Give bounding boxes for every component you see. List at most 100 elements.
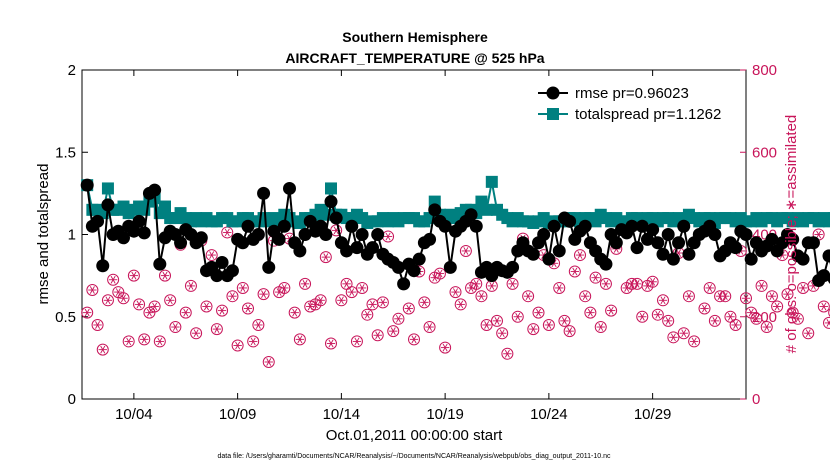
- rmse-point: [80, 178, 94, 192]
- rmse-point: [656, 247, 670, 261]
- rmse-point: [117, 231, 130, 245]
- obs-count-point: [226, 290, 239, 303]
- obs-count-point: [179, 306, 192, 319]
- obs-count-point: [319, 251, 332, 264]
- obs-count-point: [138, 333, 151, 346]
- obs-count-point: [651, 308, 664, 321]
- obs-count-point: [698, 302, 711, 315]
- rmse-point: [153, 257, 167, 271]
- obs-count-point: [345, 286, 358, 299]
- obs-count-point: [262, 355, 275, 368]
- obs-count-point: [802, 327, 815, 340]
- obs-count-point: [527, 323, 540, 336]
- rmse-point: [345, 219, 359, 233]
- y-axis-left-label: rmse and totalspread: [35, 164, 52, 305]
- rmse-point: [640, 232, 654, 246]
- footnote: data file: /Users/gharamti/Documents/NCA…: [217, 453, 611, 460]
- rmse-point: [251, 228, 265, 241]
- obs-count-point: [257, 288, 270, 301]
- chart-title: Southern Hemisphere: [342, 29, 488, 45]
- x-tick-label: 10/09: [219, 406, 257, 423]
- rmse-point: [174, 236, 188, 250]
- obs-count-point: [216, 304, 229, 317]
- rmse-point: [817, 269, 830, 283]
- y-left-tick-label: 0: [68, 391, 76, 408]
- rmse-point: [796, 252, 810, 266]
- obs-count-point: [159, 269, 171, 282]
- rmse-point: [210, 269, 224, 283]
- rmse-point: [236, 236, 250, 250]
- x-tick-label: 10/19: [426, 406, 464, 423]
- obs-count-point: [184, 279, 197, 292]
- obs-count-point: [719, 290, 732, 303]
- obs-count-point: [765, 290, 778, 303]
- obs-count-point: [594, 321, 607, 334]
- obs-count-point: [402, 302, 415, 315]
- x-tick-label: 10/14: [323, 406, 361, 423]
- rmse-point: [355, 228, 369, 241]
- rmse-point: [293, 244, 307, 258]
- rmse-point: [651, 236, 665, 250]
- y-left-tick-label: 2: [68, 62, 76, 79]
- obs-count-point: [599, 277, 612, 290]
- obs-count-point: [496, 327, 509, 340]
- rmse-point: [194, 231, 208, 245]
- obs-count-point: [677, 327, 690, 340]
- obs-count-point: [81, 306, 94, 319]
- obs-count-point: [148, 300, 161, 313]
- rmse-point: [609, 236, 623, 250]
- rmse-point: [283, 181, 296, 195]
- rmse-point: [563, 214, 577, 228]
- rmse-point: [542, 252, 556, 266]
- obs-count-point: [506, 277, 519, 290]
- obs-count-point: [589, 271, 602, 284]
- obs-count-point: [221, 226, 234, 239]
- rmse-point: [469, 219, 483, 233]
- y-axis-right-label: # of obs: o=possible; ∗=assimilated: [783, 115, 800, 354]
- obs-count-point: [454, 298, 467, 311]
- rmse-point: [407, 264, 421, 278]
- rmse-point: [366, 241, 379, 255]
- totalspread-point: [485, 175, 498, 188]
- obs-count-point: [636, 310, 649, 323]
- rmse-point: [682, 247, 696, 261]
- obs-count-point: [750, 312, 763, 325]
- rmse-point: [397, 277, 411, 291]
- obs-count-point: [117, 292, 130, 305]
- obs-count-point: [231, 339, 244, 352]
- obs-count-point: [558, 314, 571, 327]
- obs-count-point: [408, 333, 420, 346]
- obs-count-point: [688, 335, 701, 348]
- obs-count-point: [210, 323, 223, 336]
- obs-count-point: [439, 341, 452, 354]
- obs-count-point: [522, 290, 535, 303]
- obs-count-point: [682, 290, 695, 303]
- rmse-point: [744, 252, 758, 266]
- rmse-point: [225, 264, 239, 278]
- rmse-point: [298, 228, 312, 241]
- rmse-point: [827, 273, 830, 284]
- rmse-point: [423, 232, 437, 246]
- rmse-point: [428, 203, 442, 217]
- rmse-point: [391, 260, 405, 274]
- obs-count-point: [740, 292, 752, 305]
- rmse-point: [319, 228, 333, 241]
- totalspread-point: [159, 200, 171, 213]
- y-right-tick-label: 600: [752, 144, 777, 161]
- totalspread-series: [81, 175, 830, 229]
- obs-count-point: [579, 290, 592, 303]
- obs-count-point: [724, 310, 737, 323]
- x-axis: 10/04 10/09 10/14 10/19 10/24 10/29: [115, 70, 671, 423]
- obs-count-point: [491, 314, 503, 327]
- obs-count-point: [200, 300, 213, 313]
- x-tick-label: 10/24: [530, 406, 568, 423]
- rmse-point: [371, 228, 385, 241]
- obs-count-point: [127, 269, 140, 282]
- obs-count-point: [340, 277, 353, 290]
- rmse-point: [729, 241, 743, 255]
- obs-count-point: [449, 286, 462, 299]
- rmse-point: [666, 252, 680, 266]
- obs-count-point: [356, 281, 369, 294]
- rmse-point: [303, 214, 317, 228]
- obs-count-point: [646, 275, 659, 288]
